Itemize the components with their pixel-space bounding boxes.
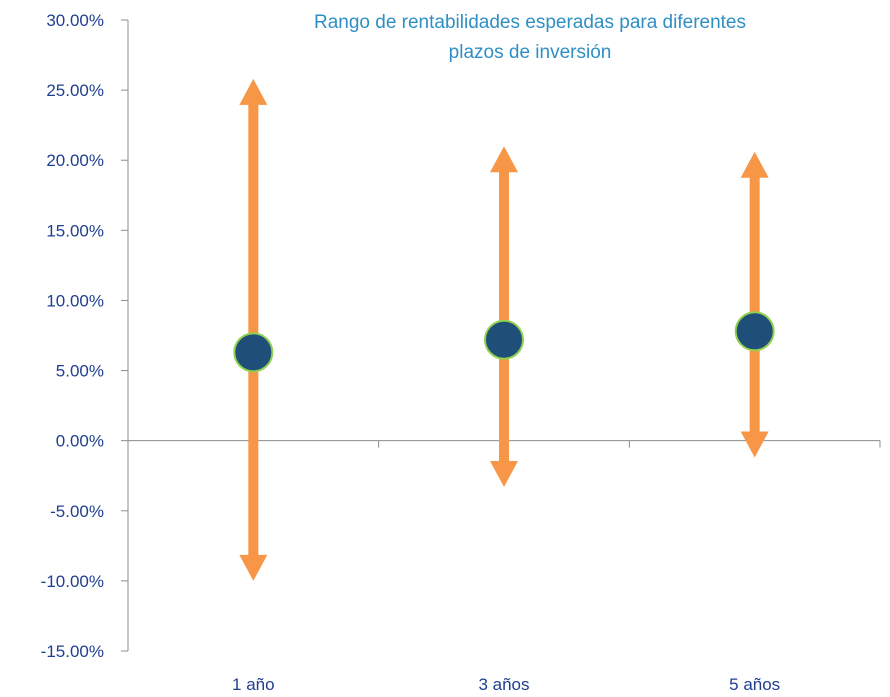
- chart-marks: [233, 78, 775, 581]
- y-tick-label: 5.00%: [56, 362, 104, 381]
- expected-return-marker: [233, 332, 274, 373]
- y-tick-label: 10.00%: [46, 291, 104, 310]
- x-category-label: 3 años: [478, 675, 529, 694]
- range-arrow-shaft: [749, 175, 760, 434]
- range-arrow-head-high: [239, 78, 268, 105]
- range-arrow-head-high: [740, 151, 769, 178]
- chart-title-line-1: Rango de rentabilidades esperadas para d…: [314, 12, 746, 33]
- range-arrow-shaft: [499, 170, 509, 463]
- y-tick-label: 30.00%: [46, 11, 104, 30]
- range-arrow-head-high: [490, 146, 518, 173]
- y-tick-label: 15.00%: [46, 221, 104, 240]
- range-arrow-shaft: [248, 102, 259, 557]
- range-arrow-head-low: [239, 554, 268, 581]
- y-tick-label: -5.00%: [50, 502, 104, 521]
- x-category-label: 5 años: [729, 675, 780, 694]
- chart-title-line-2: plazos de inversión: [449, 42, 612, 63]
- y-tick-label: -10.00%: [41, 572, 104, 591]
- expected-return-marker: [734, 311, 775, 352]
- y-tick-label: -15.00%: [41, 642, 104, 661]
- x-category-label: 1 año: [232, 675, 275, 694]
- y-tick-label: 25.00%: [46, 81, 104, 100]
- expected-return-marker: [484, 319, 524, 360]
- y-tick-label: 20.00%: [46, 151, 104, 170]
- y-tick-label: 0.00%: [56, 432, 104, 451]
- range-arrow-head-low: [490, 460, 518, 487]
- axes: 30.00% 25.00% 20.00% 15.00% 10.00% 5.00% 0.00%…: [41, 11, 881, 694]
- range-arrow-head-low: [740, 431, 769, 458]
